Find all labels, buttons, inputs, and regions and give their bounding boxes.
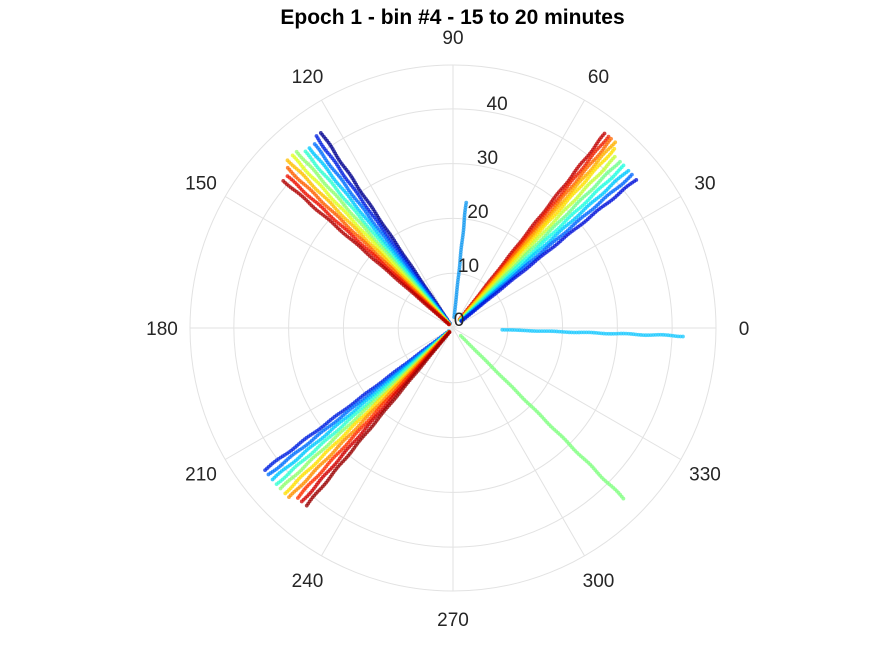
r-tick-label: 30 <box>477 148 498 169</box>
data-point <box>295 496 300 500</box>
theta-tick-label: 30 <box>694 174 715 195</box>
data-point <box>629 172 634 177</box>
data-point <box>602 131 607 136</box>
theta-tick-label: 60 <box>588 67 609 88</box>
data-series <box>304 330 452 508</box>
r-tick-label: 0 <box>454 310 465 331</box>
theta-grid-spoke <box>224 196 454 329</box>
data-point <box>681 334 685 339</box>
data-series <box>452 200 469 319</box>
data-point <box>270 477 275 482</box>
data-point <box>634 178 639 182</box>
data-point <box>612 154 617 159</box>
data-point <box>278 486 283 491</box>
data-point <box>618 159 622 164</box>
data-series-layer <box>263 131 685 508</box>
theta-tick-label: 330 <box>689 465 721 486</box>
data-point <box>613 140 618 145</box>
theta-grid-spoke <box>452 99 585 329</box>
data-point <box>285 174 290 179</box>
data-series <box>458 154 617 322</box>
theta-grid-spoke <box>452 327 682 460</box>
data-point <box>312 142 317 146</box>
data-point <box>303 149 308 154</box>
data-series <box>294 149 452 326</box>
data-point <box>294 149 299 154</box>
data-point <box>612 146 617 151</box>
data-point <box>606 134 611 139</box>
r-tick-label: 10 <box>458 256 479 277</box>
tick-label-layer: 0 30 60 90 120 150 180 210 240 270 300 330 0 10 20 30 40 <box>146 28 749 631</box>
theta-grid-spoke <box>452 196 682 329</box>
data-point <box>285 158 290 163</box>
data-point <box>263 468 267 473</box>
theta-grid-spoke <box>452 327 585 557</box>
theta-grid-spoke <box>321 99 454 329</box>
data-series <box>281 178 451 327</box>
data-series <box>318 131 452 326</box>
theta-tick-label: 210 <box>185 465 217 486</box>
r-tick-label: 20 <box>467 202 488 223</box>
data-point <box>318 131 323 135</box>
data-point <box>281 178 286 183</box>
data-point <box>464 200 469 205</box>
theta-grid-spoke <box>224 327 454 460</box>
data-point <box>274 482 279 487</box>
data-point <box>283 491 288 496</box>
theta-tick-label: 90 <box>442 28 463 49</box>
polar-grid <box>189 64 717 592</box>
data-series <box>458 333 626 501</box>
chart-title: Epoch 1 - bin #4 - 15 to 20 minutes <box>280 6 625 29</box>
data-point <box>621 496 626 501</box>
theta-tick-label: 240 <box>292 571 324 592</box>
data-series <box>500 327 685 339</box>
data-point <box>287 495 291 500</box>
data-point <box>285 165 290 170</box>
theta-tick-label: 120 <box>292 67 324 88</box>
theta-tick-label: 150 <box>185 174 217 195</box>
data-point <box>307 146 312 151</box>
theta-grid-spoke <box>321 327 454 557</box>
data-series <box>459 178 639 324</box>
data-point <box>621 163 626 168</box>
theta-tick-label: 300 <box>583 571 615 592</box>
theta-tick-label: 270 <box>437 610 469 631</box>
theta-tick-label: 180 <box>146 319 178 340</box>
data-point <box>299 499 304 504</box>
data-point <box>314 134 319 138</box>
data-point <box>266 472 271 477</box>
data-point <box>626 168 631 173</box>
data-point <box>609 136 613 141</box>
data-point <box>304 503 309 508</box>
data-point <box>290 153 295 158</box>
r-tick-label: 40 <box>487 94 508 115</box>
theta-tick-label: 0 <box>739 319 750 340</box>
